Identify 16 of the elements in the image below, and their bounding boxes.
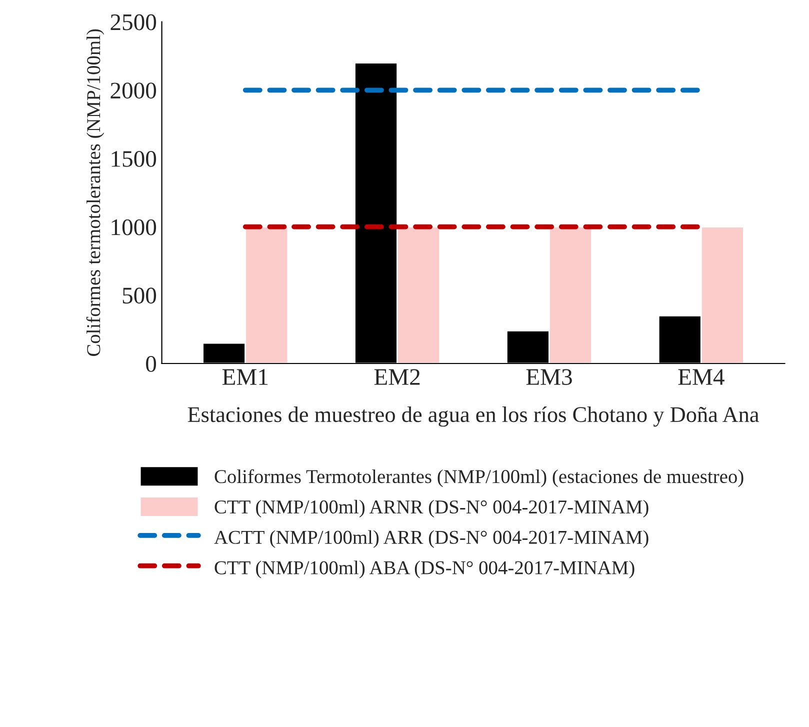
legend-label: ACTT (NMP/100ml) ARR (DS-N° 004-2017-MINAM) bbox=[214, 530, 648, 548]
legend-label: CTT (NMP/100ml) ABA (DS-N° 004-2017-MINAM) bbox=[214, 560, 634, 578]
y-tick-label: 500 bbox=[122, 288, 156, 304]
legend-label: CTT (NMP/100ml) ARNR (DS-N° 004-2017-MINAM) bbox=[214, 500, 648, 518]
y-tick-label: 2500 bbox=[110, 14, 156, 30]
y-tick-label: 0 bbox=[146, 356, 156, 372]
legend-label: Coliformes Termotolerantes (NMP/100ml) (estaciones de muestreo) bbox=[214, 469, 744, 488]
x-tick-label: EM4 bbox=[678, 369, 724, 385]
y-tick-label: 1500 bbox=[112, 150, 156, 167]
x-axis-title: Estaciones de muestreo de agua en los ríos Chotano y Doña Ana bbox=[188, 406, 759, 427]
y-axis-title: Coliformes termotolerantes (NMP/100ml) bbox=[86, 29, 104, 356]
x-tick-label: EM1 bbox=[222, 369, 268, 385]
x-tick-label: EM3 bbox=[526, 369, 572, 385]
y-tick-label: 2000 bbox=[110, 82, 156, 99]
x-tick-label: EM2 bbox=[374, 369, 420, 385]
y-tick-label: 1000 bbox=[112, 219, 156, 236]
